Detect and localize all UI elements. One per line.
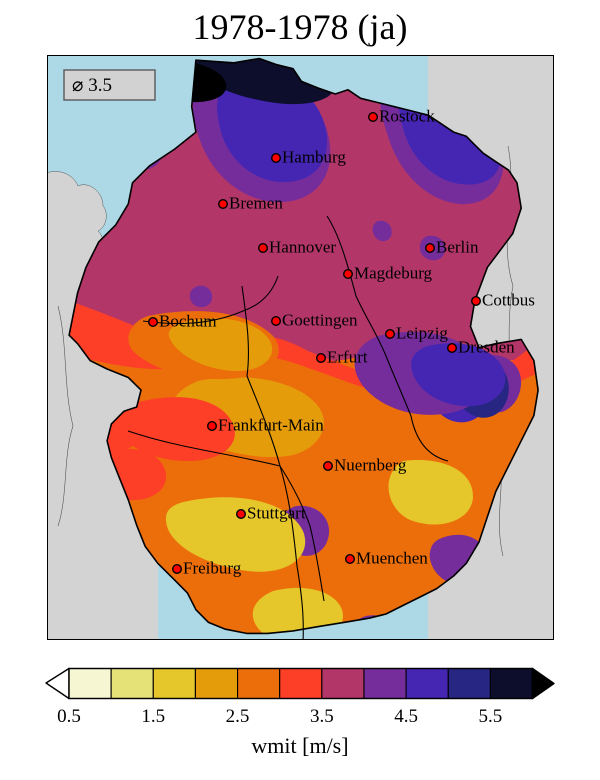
svg-text:Bochum: Bochum bbox=[159, 312, 217, 331]
svg-text:Stuttgart: Stuttgart bbox=[247, 504, 306, 523]
svg-text:4.5: 4.5 bbox=[394, 706, 418, 727]
svg-text:Dresden: Dresden bbox=[458, 338, 515, 357]
svg-text:Nuernberg: Nuernberg bbox=[334, 456, 407, 475]
svg-text:Cottbus: Cottbus bbox=[482, 291, 535, 310]
svg-text:Freiburg: Freiburg bbox=[183, 559, 242, 578]
svg-text:1.5: 1.5 bbox=[141, 706, 165, 727]
svg-text:wmit [m/s]: wmit [m/s] bbox=[251, 733, 348, 758]
svg-text:3.5: 3.5 bbox=[310, 706, 334, 727]
svg-text:Rostock: Rostock bbox=[379, 107, 435, 126]
svg-text:Hannover: Hannover bbox=[269, 238, 336, 257]
svg-text:Hamburg: Hamburg bbox=[282, 148, 346, 167]
svg-text:Erfurt: Erfurt bbox=[327, 348, 368, 367]
svg-text:Leipzig: Leipzig bbox=[396, 324, 448, 343]
svg-text:0.5: 0.5 bbox=[57, 706, 81, 727]
svg-text:Magdeburg: Magdeburg bbox=[354, 264, 433, 283]
svg-text:Goettingen: Goettingen bbox=[282, 311, 358, 330]
svg-text:5.5: 5.5 bbox=[479, 706, 503, 727]
svg-text:Muenchen: Muenchen bbox=[356, 549, 428, 568]
svg-text:Frankfurt-Main: Frankfurt-Main bbox=[218, 416, 324, 435]
svg-text:⌀ 3.5: ⌀ 3.5 bbox=[72, 75, 112, 96]
svg-text:Bremen: Bremen bbox=[229, 194, 283, 213]
svg-text:Berlin: Berlin bbox=[436, 238, 479, 257]
svg-text:2.5: 2.5 bbox=[226, 706, 250, 727]
